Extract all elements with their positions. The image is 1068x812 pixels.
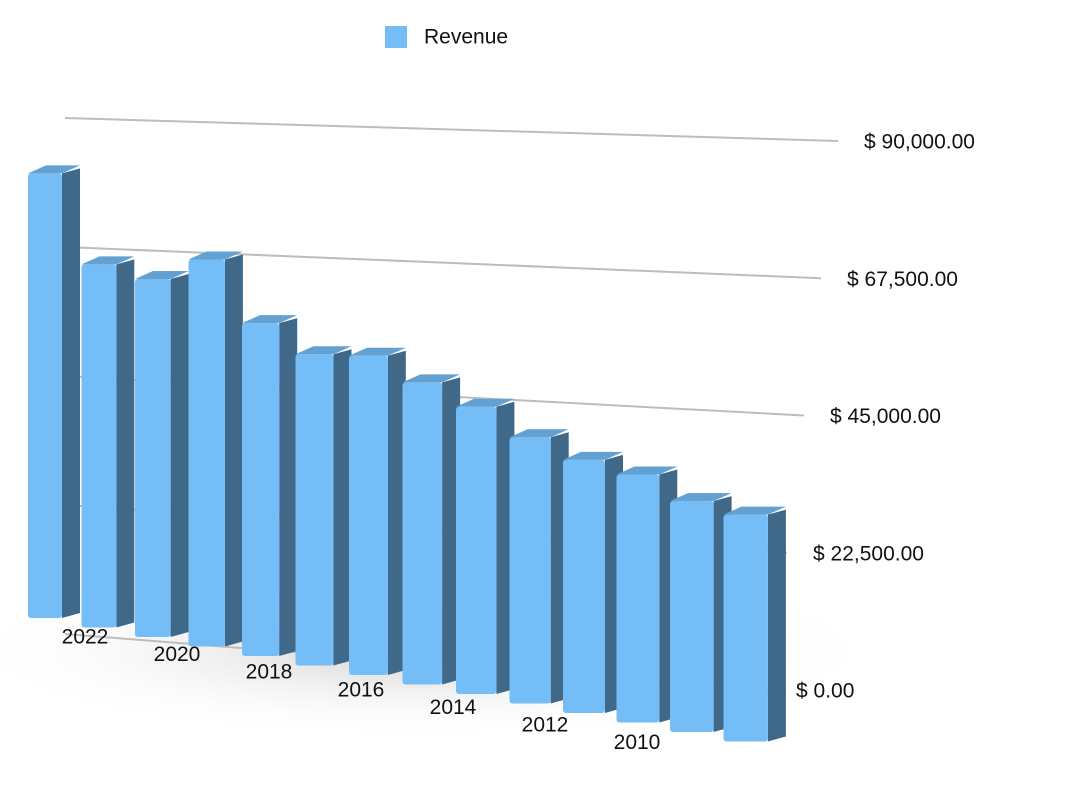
bar-front xyxy=(402,382,443,685)
bar-front xyxy=(509,437,551,704)
bar-top xyxy=(135,271,189,280)
bar-front xyxy=(242,323,280,656)
bar xyxy=(723,506,786,742)
bar-side xyxy=(333,349,352,666)
x-tick-label: 2010 xyxy=(614,731,661,754)
bar-top xyxy=(28,165,80,174)
bar xyxy=(135,271,189,637)
bar-side xyxy=(767,509,786,742)
bar xyxy=(295,346,352,666)
bar-side xyxy=(116,259,135,628)
bar xyxy=(563,451,623,713)
bars: 2022 2020 2018 2016 2014 2012 2010 xyxy=(28,165,786,754)
x-tick-label: 2020 xyxy=(154,643,201,666)
legend: Revenue xyxy=(385,26,508,49)
bar xyxy=(349,347,406,675)
x-tick-label: 2022 xyxy=(62,626,109,649)
bar-top xyxy=(456,398,515,407)
bar-top xyxy=(295,346,352,355)
bar-front xyxy=(616,474,660,723)
bar xyxy=(28,165,80,618)
bar xyxy=(81,256,135,628)
x-tick-label: 2016 xyxy=(338,678,385,701)
bar-top xyxy=(349,347,406,356)
y-tick-label: $ 67,500.00 xyxy=(847,268,958,291)
bar-top xyxy=(509,429,569,438)
bar-top xyxy=(242,315,298,324)
bar-front xyxy=(28,173,62,618)
grid-line xyxy=(64,117,839,142)
bar-front xyxy=(188,259,225,647)
bar xyxy=(188,251,243,647)
x-tick-label: 2018 xyxy=(246,661,293,684)
bar-side xyxy=(387,350,406,675)
bar-front xyxy=(135,279,171,637)
bar xyxy=(670,493,732,732)
bar-top xyxy=(616,466,678,475)
bar-top xyxy=(188,251,243,260)
y-tick-label: $ 90,000.00 xyxy=(864,131,975,154)
y-tick-label: $ 0.00 xyxy=(796,680,854,703)
bar-top xyxy=(81,256,135,265)
bar-front xyxy=(81,264,117,628)
bar-side xyxy=(62,168,80,618)
x-tick-label: 2012 xyxy=(522,714,569,737)
bar-front xyxy=(349,355,388,675)
bar xyxy=(242,315,298,656)
bar-side xyxy=(170,274,189,637)
bar-top xyxy=(670,493,732,502)
bar xyxy=(616,466,678,723)
y-tick-label: $ 22,500.00 xyxy=(813,542,924,565)
bar-side xyxy=(224,254,243,647)
bar-front xyxy=(670,501,714,732)
bar-top xyxy=(723,506,786,515)
bar-front xyxy=(563,459,605,713)
x-tick-label: 2014 xyxy=(430,696,477,719)
bar-top xyxy=(402,374,461,383)
legend-swatch xyxy=(385,26,407,48)
bar xyxy=(456,398,515,694)
bar xyxy=(402,374,461,685)
bar-side xyxy=(279,318,298,656)
y-tick-label: $ 45,000.00 xyxy=(830,405,941,428)
bar-front xyxy=(456,406,497,694)
bar-front xyxy=(723,514,768,742)
bar-side xyxy=(442,377,461,685)
legend-label: Revenue xyxy=(424,26,508,49)
bar xyxy=(509,429,569,704)
bar-top xyxy=(563,451,623,460)
grid-line xyxy=(64,246,822,280)
bar-front xyxy=(295,354,334,666)
